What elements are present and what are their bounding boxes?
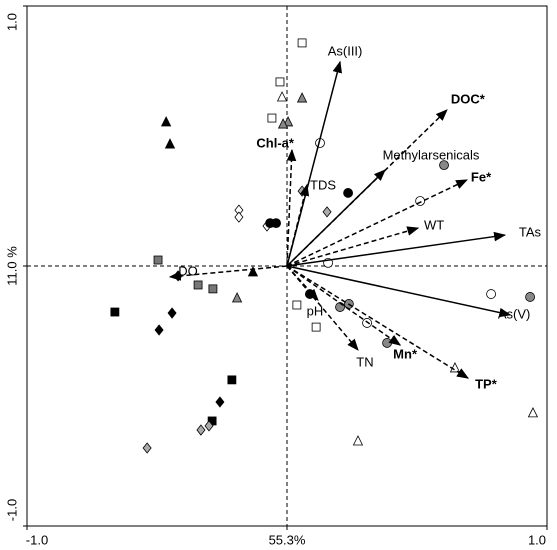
vector-arrow	[286, 148, 297, 267]
point	[196, 424, 206, 436]
vector-arrow	[286, 183, 310, 267]
vector-arrow	[286, 169, 386, 267]
vector-label: Mn*	[393, 346, 418, 361]
y-tick-label: 11.0 %	[4, 246, 19, 286]
vector-arrow	[286, 109, 448, 267]
point	[296, 92, 308, 103]
vector-label: TP*	[475, 376, 498, 391]
point	[362, 318, 372, 328]
point	[352, 435, 364, 446]
vector-label: TDS	[310, 177, 336, 192]
vector-arrow	[168, 265, 288, 281]
y-tick-label: 1.0	[4, 13, 19, 31]
vector-label: DO	[178, 263, 198, 278]
vector-arrow	[286, 60, 342, 267]
point	[275, 77, 285, 87]
vector-label: DOC*	[451, 91, 486, 106]
point	[486, 289, 497, 299]
point	[525, 292, 535, 302]
point	[271, 218, 281, 229]
x-tick-label: -1.0	[26, 532, 48, 547]
point	[193, 280, 203, 290]
point	[292, 300, 302, 310]
point	[142, 442, 152, 454]
point	[160, 116, 172, 127]
vector-arrow	[286, 265, 359, 351]
vector-label: Fe*	[471, 169, 492, 184]
vector-arrow	[286, 265, 512, 318]
point	[167, 307, 177, 319]
vector-arrow	[286, 226, 420, 267]
vector-label: Methylarsenicals	[383, 147, 480, 162]
x-tick-label: 1.0	[528, 532, 546, 547]
point	[311, 322, 321, 332]
vector-arrow	[286, 265, 469, 379]
vector-label: pH	[307, 303, 324, 318]
vector-label: As(V)	[498, 306, 531, 321]
vector-arrow	[286, 231, 507, 267]
point	[164, 138, 176, 149]
point	[343, 188, 354, 198]
point	[297, 38, 307, 48]
point	[415, 196, 426, 206]
x-tick-label: 55.3%	[269, 532, 306, 547]
y-tick-label: -1.0	[4, 499, 19, 521]
point	[110, 307, 120, 317]
point	[154, 324, 164, 336]
vector-label: As(III)	[328, 43, 363, 58]
point	[247, 266, 259, 277]
point	[267, 113, 277, 123]
point	[527, 407, 539, 418]
vector-label: WT	[424, 217, 444, 232]
vector-label: TAs	[519, 224, 542, 239]
point	[204, 420, 214, 432]
vector-label: TN	[356, 354, 373, 369]
point	[153, 255, 163, 265]
point	[277, 118, 289, 129]
point	[322, 206, 332, 218]
vector-arrow	[286, 265, 402, 346]
point	[231, 292, 243, 303]
point	[227, 375, 237, 385]
vector-label: Chl-a*	[256, 135, 295, 150]
point	[382, 338, 393, 348]
point	[215, 396, 225, 408]
point	[208, 284, 218, 294]
point	[276, 91, 288, 102]
vector-arrow	[286, 179, 469, 267]
point	[234, 211, 244, 223]
point	[439, 160, 449, 171]
